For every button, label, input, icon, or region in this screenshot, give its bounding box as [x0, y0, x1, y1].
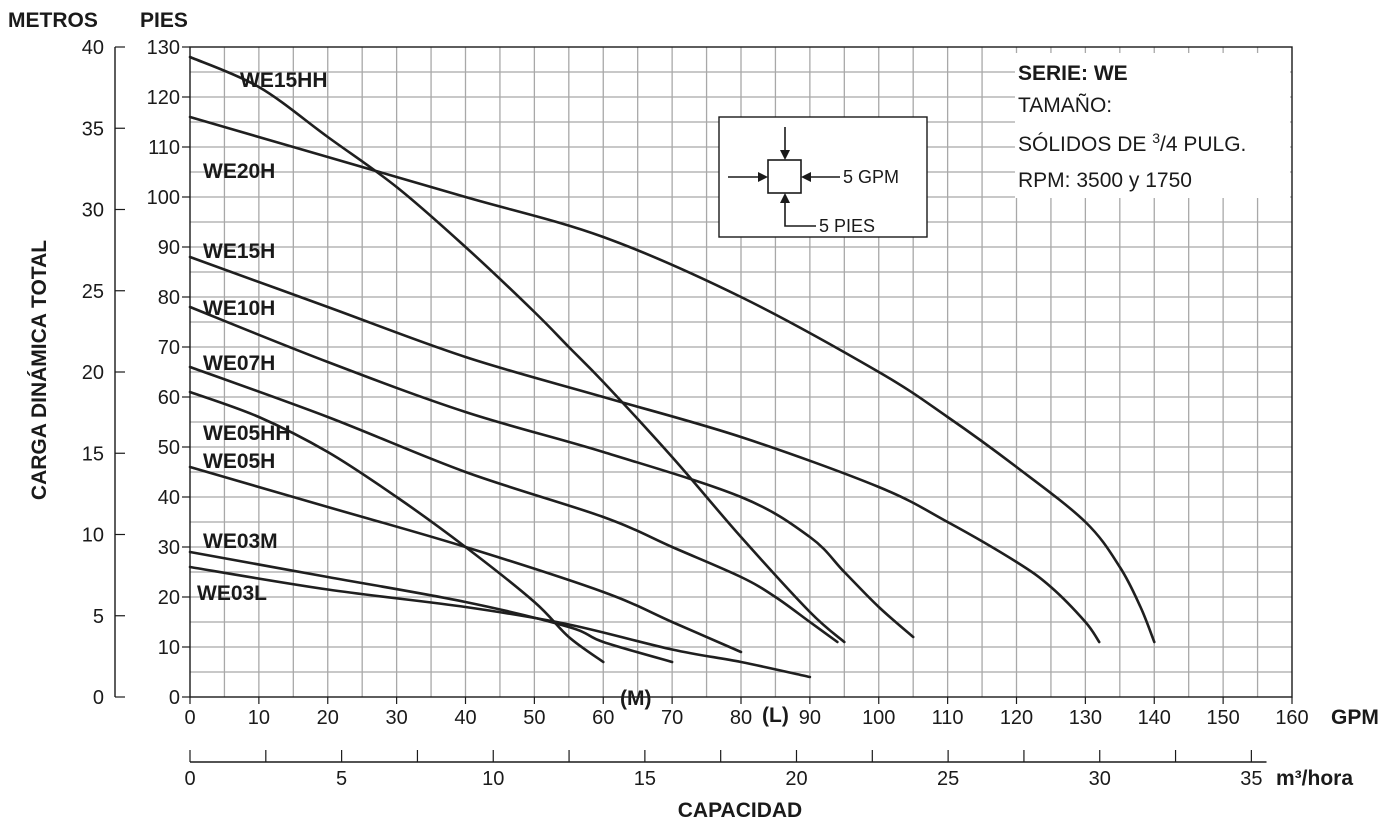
y-tick-label-feet: 30	[158, 537, 180, 559]
curve-we03l	[188, 565, 812, 679]
x-tick-label-gpm: 40	[454, 707, 476, 729]
x-tick-label-gpm: 100	[862, 707, 895, 729]
x-tick-label-m3h: 5	[336, 768, 347, 790]
y-tick-label-feet: 0	[169, 687, 180, 709]
x-tick-label-m3h: 0	[184, 768, 195, 790]
y-tick-label-feet: 10	[158, 637, 180, 659]
y-tick-label-meters: 30	[82, 200, 104, 222]
label-we05h: WE05H	[203, 450, 275, 473]
curve-we15h	[188, 255, 1101, 644]
x-tick-label-gpm: 10	[248, 707, 270, 729]
y-tick-label-meters: 20	[82, 362, 104, 384]
x-tick-label-gpm: 140	[1138, 707, 1171, 729]
scale-legend-box: 5 GPM 5 PIES	[718, 116, 928, 238]
x-tick-label-gpm: 90	[799, 707, 821, 729]
curve-we20h	[188, 115, 1156, 644]
y-tick-label-meters: 25	[82, 281, 104, 303]
y-tick-label-meters: 5	[93, 606, 104, 628]
right-y-unit: PIES	[140, 9, 188, 32]
x-tick-label-gpm: 50	[523, 707, 545, 729]
x-tick-label-gpm: 160	[1275, 707, 1308, 729]
annotation-m: (M)	[620, 687, 651, 710]
label-we05hh: WE05HH	[203, 422, 291, 445]
y-tick-label-feet: 40	[158, 487, 180, 509]
curve-we05h	[188, 465, 743, 654]
label-we03m: WE03M	[203, 530, 278, 553]
legend-pies-label: 5 PIES	[819, 216, 875, 236]
x-tick-label-gpm: 30	[386, 707, 408, 729]
x-tick-label-m3h: 30	[1089, 768, 1111, 790]
y-tick-label-meters: 15	[82, 443, 104, 465]
curve-we07h	[188, 365, 839, 644]
left-y-unit: METROS	[8, 9, 98, 32]
info-size: TAMAÑO:	[1018, 93, 1112, 117]
y-tick-label-feet: 60	[158, 387, 180, 409]
info-rpm: RPM: 3500 y 1750	[1018, 169, 1192, 192]
x-tick-label-m3h: 25	[937, 768, 959, 790]
curves	[188, 55, 1156, 679]
curve-we05hh	[188, 390, 605, 664]
info-box: SERIE: WE TAMAÑO: SÓLIDOS DE 3/4 PULG. R…	[1015, 53, 1290, 198]
legend-gpm-label: 5 GPM	[843, 167, 899, 187]
scale-square	[767, 159, 802, 194]
y-tick-label-feet: 80	[158, 287, 180, 309]
label-we15hh: WE15HH	[240, 69, 328, 92]
y-tick-label-meters: 0	[93, 687, 104, 709]
x-tick-label-gpm: 0	[184, 707, 195, 729]
y-tick-label-feet: 110	[148, 137, 180, 159]
curve-we15hh	[188, 55, 846, 644]
label-we10h: WE10H	[203, 297, 275, 320]
y-tick-label-feet: 130	[147, 37, 180, 59]
info-solids: SÓLIDOS DE 3/4 PULG.	[1018, 130, 1246, 156]
y-axis-label: CARGA DINÁMICA TOTAL	[28, 240, 51, 500]
x-axis-label: CAPACIDAD	[678, 799, 802, 822]
x-tick-label-m3h: 15	[634, 768, 656, 790]
x-unit-m3h: m³/hora	[1276, 767, 1353, 790]
y-tick-label-feet: 50	[158, 437, 180, 459]
x-tick-label-gpm: 60	[592, 707, 614, 729]
x-tick-label-gpm: 20	[317, 707, 339, 729]
curve-labels: WE15HH WE20H WE15H WE10H WE07H WE05HH WE…	[197, 69, 789, 727]
x-tick-label-m3h: 10	[482, 768, 504, 790]
x-tick-label-gpm: 110	[932, 707, 964, 729]
info-series: SERIE: WE	[1018, 62, 1128, 85]
y-tick-label-feet: 100	[147, 187, 180, 209]
curve-we10h	[188, 305, 915, 639]
y-tick-label-meters: 35	[82, 118, 104, 140]
x-tick-label-m3h: 20	[785, 768, 807, 790]
x-tick-label-gpm: 150	[1206, 707, 1239, 729]
axes: 0102030405060708090100110120130051015202…	[82, 37, 1309, 790]
x-tick-label-gpm: 130	[1069, 707, 1102, 729]
label-we03l: WE03L	[197, 582, 267, 605]
x-tick-label-gpm: 120	[1000, 707, 1033, 729]
label-we07h: WE07H	[203, 352, 275, 375]
y-tick-label-feet: 70	[158, 337, 180, 359]
y-tick-label-meters: 10	[82, 525, 104, 547]
label-we15h: WE15H	[203, 240, 275, 263]
y-tick-label-meters: 40	[82, 37, 104, 59]
label-we20h: WE20H	[203, 160, 275, 183]
curve-we03m	[188, 550, 674, 664]
y-tick-label-feet: 20	[158, 587, 180, 609]
x-tick-label-m3h: 35	[1240, 768, 1262, 790]
x-tick-label-gpm: 80	[730, 707, 752, 729]
y-tick-label-feet: 90	[158, 237, 180, 259]
x-tick-label-gpm: 70	[661, 707, 683, 729]
x-unit-gpm: GPM	[1331, 706, 1379, 729]
y-tick-label-feet: 120	[147, 87, 180, 109]
annotation-l: (L)	[762, 704, 789, 727]
